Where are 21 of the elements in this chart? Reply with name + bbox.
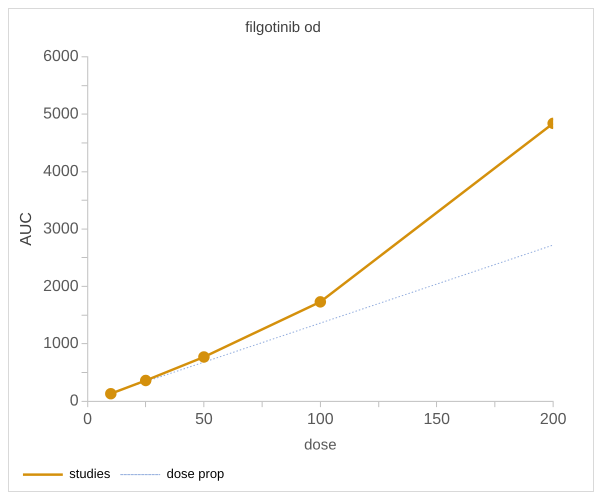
point (198, 351, 210, 363)
y-axis-title: AUC (18, 212, 35, 246)
legend-label: dose prop (166, 466, 224, 482)
x-tick-label: 100 (307, 411, 334, 428)
point (105, 388, 117, 400)
point (140, 374, 152, 386)
x-tick-label: 150 (423, 411, 450, 428)
point (314, 296, 326, 308)
y-tick-label: 2000 (43, 278, 79, 295)
y-tick-label: 4000 (43, 162, 79, 180)
chart-title: filgotinib od (245, 19, 321, 36)
x-axis-title: dose (304, 436, 337, 454)
legend-label: studies (69, 466, 110, 482)
y-tick-label: 0 (70, 392, 79, 410)
x-tick-label: 200 (540, 411, 567, 428)
x-tick-label: 0 (83, 411, 92, 428)
y-tick-label: 6000 (43, 48, 79, 66)
y-tick-label: 1000 (43, 335, 79, 352)
y-tick-label: 3000 (43, 220, 79, 238)
x-tick-label: 50 (195, 411, 213, 428)
y-tick-label: 5000 (43, 106, 79, 123)
